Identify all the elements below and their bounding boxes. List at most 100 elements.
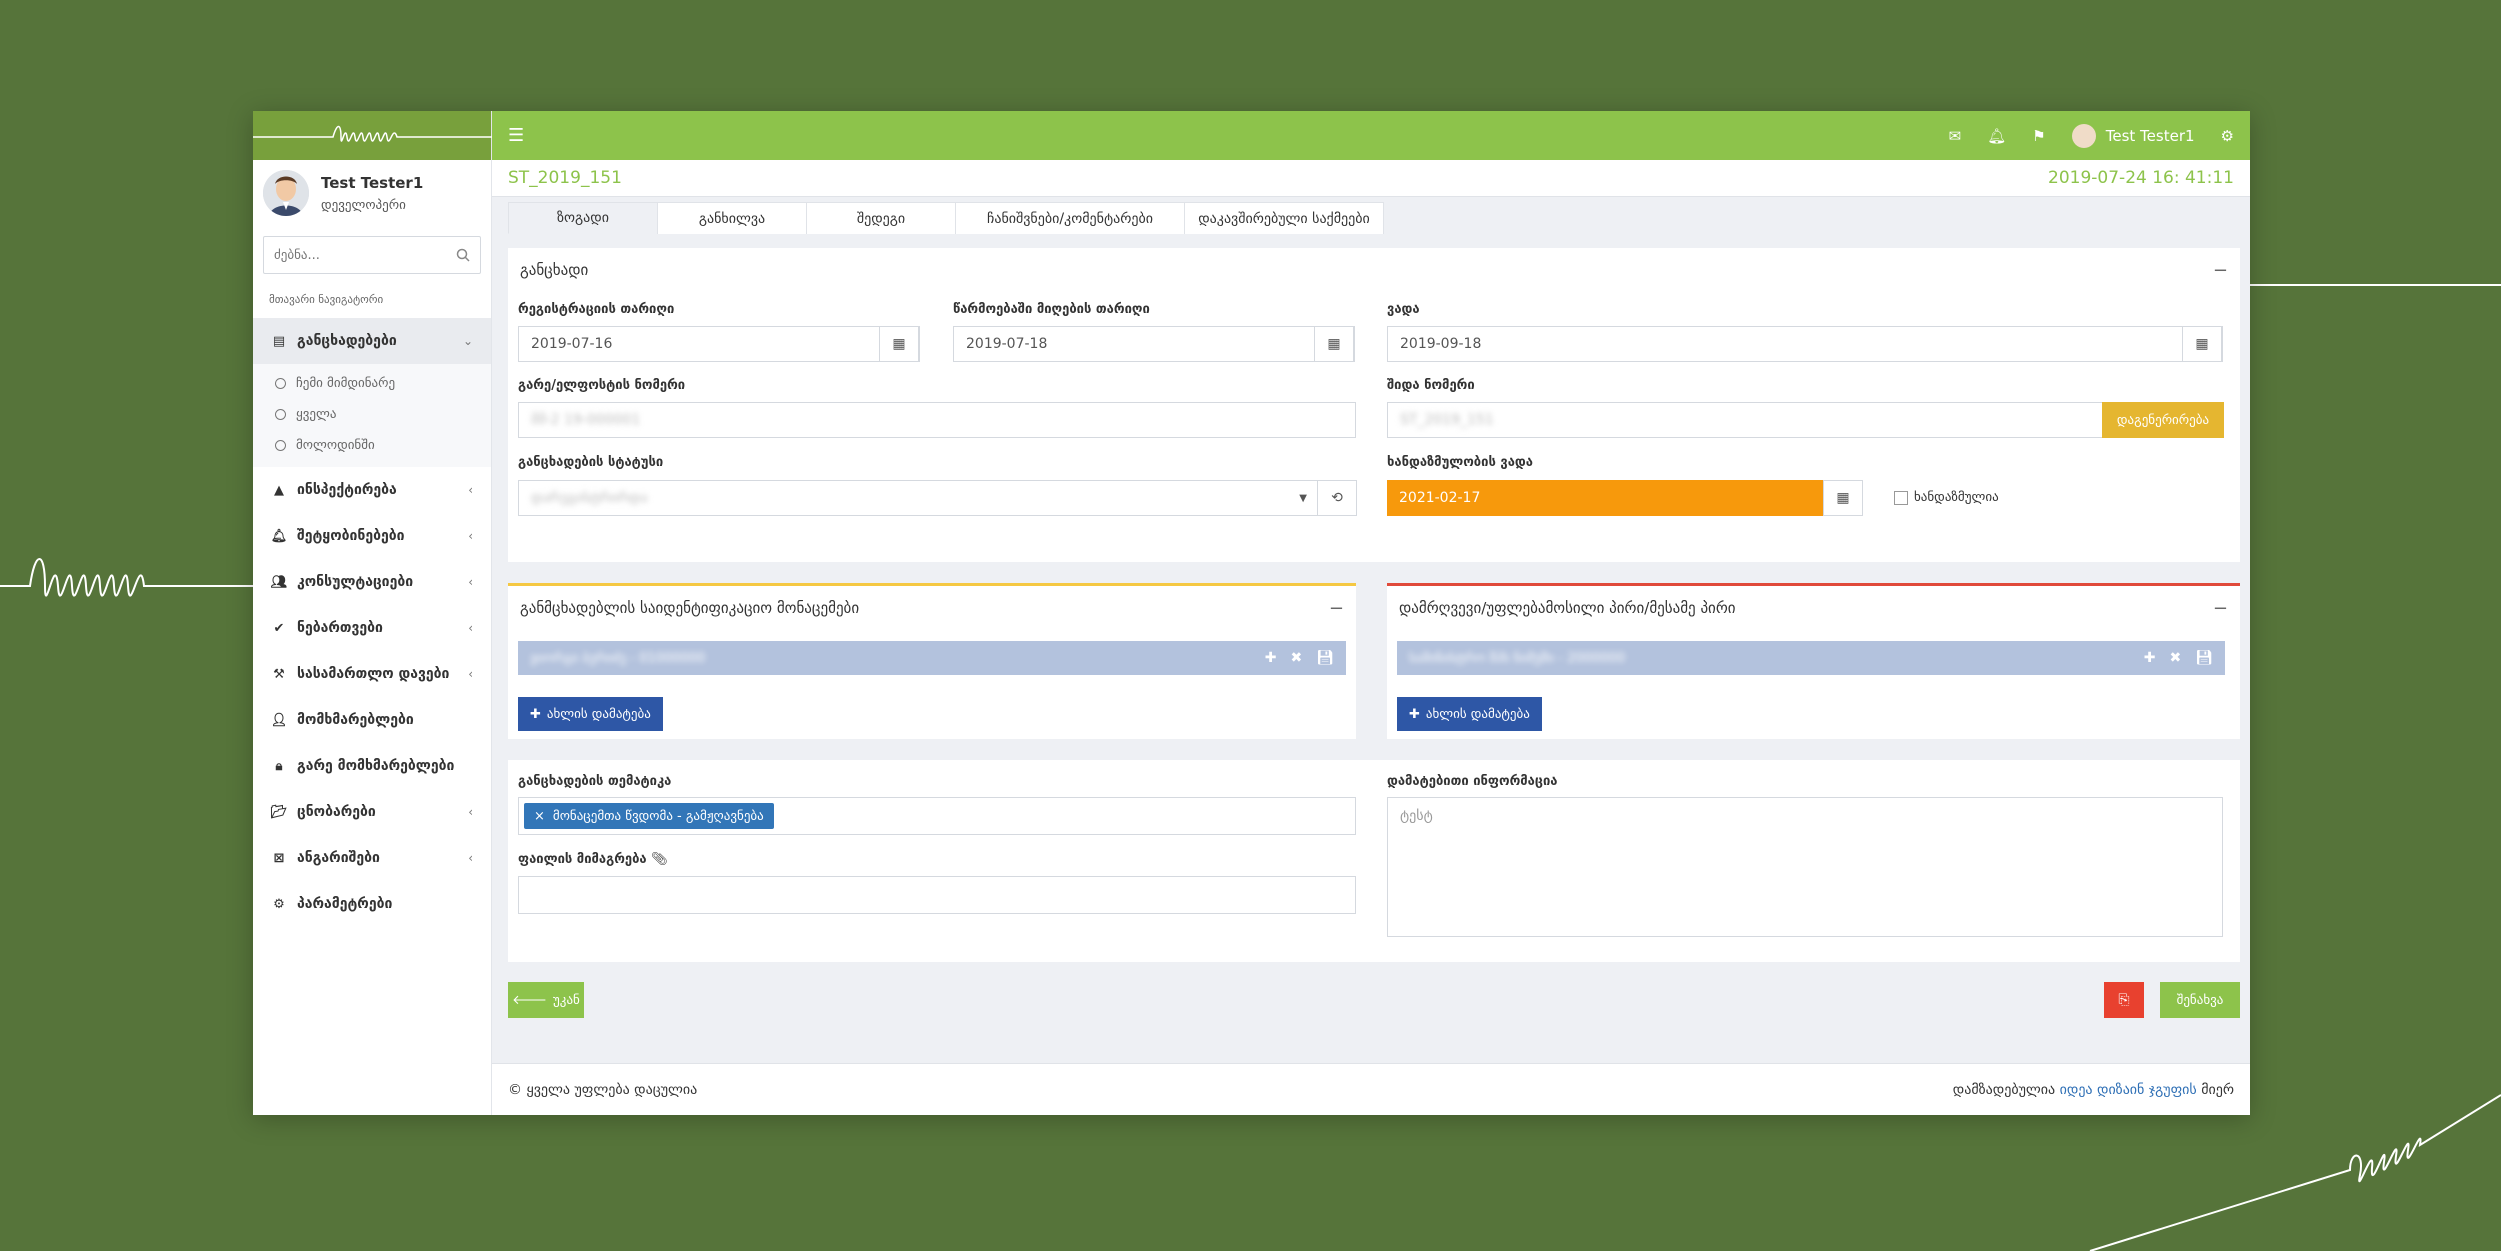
- share-icon[interactable]: ⚙: [2220, 126, 2234, 145]
- main-content: ST_2019_151 2019-07-24 16: 41:11 ზოგადი …: [492, 160, 2250, 1115]
- close-icon[interactable]: ✖: [1290, 650, 1303, 666]
- decorative-line-right: [2250, 284, 2501, 286]
- calendar-icon[interactable]: ▦: [1314, 326, 1354, 362]
- respondent-row[interactable]: სამინისტრო შპს ნიმუში - 2000000 ✚ ✖ 💾︎: [1397, 641, 2225, 675]
- panel-title: განმცხადებლის საიდენტიფიკაციო მონაცემები: [520, 599, 860, 617]
- respondent-panel: დამრღვევი/უფლებამოსილი პირი/მესამე პირი −…: [1387, 583, 2240, 739]
- save-icon[interactable]: 💾︎: [1316, 650, 1334, 666]
- sidebar-item-users[interactable]: 👤︎ მომხმარებლები: [270, 712, 414, 728]
- save-icon[interactable]: 💾︎: [2195, 650, 2213, 666]
- status-select[interactable]: დარეგისტრირდა ▼: [518, 480, 1318, 516]
- reg-date-label: რეგისტრაციის თარიღი: [518, 302, 675, 317]
- search-input[interactable]: [274, 247, 454, 263]
- applicant-row[interactable]: ვიორგი ბერიძე - 01000000 ✚ ✖ 💾︎: [518, 641, 1346, 675]
- sidebar-item-court-disputes[interactable]: ⚒ სასამართლო დავები ‹: [253, 651, 491, 697]
- collapse-icon[interactable]: −: [1328, 597, 1344, 619]
- sidebar-item-permissions[interactable]: ✔ ნებართვები ‹: [253, 605, 491, 651]
- credits-link[interactable]: იდეა დიზაინ ჯგუფის: [2059, 1081, 2197, 1098]
- tab-review[interactable]: განხილვა: [657, 202, 807, 234]
- gavel-icon: ⚒: [273, 666, 285, 682]
- reg-date-field[interactable]: 2019-07-16 ▦: [518, 326, 920, 362]
- calendar-icon[interactable]: ▦: [879, 326, 919, 362]
- user-menu[interactable]: Test Tester1: [2071, 123, 2195, 148]
- collapse-icon[interactable]: −: [2212, 597, 2228, 619]
- sidebar-item-notifications[interactable]: 🔔︎ შეტყობინებები ‹: [270, 528, 473, 544]
- topic-tag[interactable]: × მონაცემთა წვდომა - გამჟღავნება: [524, 803, 774, 829]
- reset-status-button[interactable]: ⟲: [1317, 480, 1357, 516]
- application-panel: განცხადი − რეგისტრაციის თარიღი 2019-07-16…: [508, 248, 2240, 562]
- remove-tag-icon[interactable]: ×: [534, 808, 545, 824]
- sidebar-item-applications[interactable]: ▤ განცხადებები ⌄: [253, 318, 491, 364]
- sidebar-subitem-pending[interactable]: მოლოდინში: [253, 430, 491, 461]
- proceed-date-label: წარმოებაში მიღების თარიღი: [953, 302, 1150, 317]
- user-profile[interactable]: Test Tester1 დეველოპერი: [253, 160, 491, 226]
- copyright-text: © ყველა უფლება დაცულია: [508, 1081, 698, 1098]
- limitation-checkbox[interactable]: ხანდაზმულია: [1894, 490, 1999, 505]
- tab-related-cases[interactable]: დაკავშირებული საქმეები: [1184, 202, 1384, 234]
- circle-icon: [275, 440, 286, 451]
- plus-icon[interactable]: ✚: [2143, 650, 2156, 666]
- applicant-panel: განმცხადებლის საიდენტიფიკაციო მონაცემები…: [508, 583, 1356, 739]
- avatar: [2071, 123, 2096, 148]
- sidebar: Test Tester1 დეველოპერი მთავარი ნავიგატო…: [253, 111, 492, 1115]
- sidebar-item-settings[interactable]: ⚙ პარამეტრები: [253, 881, 491, 927]
- panel-title: განცხადი: [520, 261, 589, 279]
- paperclip-icon: 📎︎: [651, 852, 668, 867]
- deadline-field[interactable]: 2019-09-18 ▦: [1387, 326, 2223, 362]
- sidebar-item-reports[interactable]: ⊠ ანგარიშები ‹: [253, 835, 491, 881]
- proceed-date-field[interactable]: 2019-07-18 ▦: [953, 326, 1355, 362]
- file-upload-field[interactable]: [518, 876, 1356, 914]
- ext-number-field[interactable]: მმ-2 19-000001: [518, 402, 1356, 438]
- bell-icon: 🔔︎: [270, 528, 288, 544]
- bell-icon[interactable]: 🔔︎: [1987, 126, 2007, 145]
- status-label: განცხადების სტატუსი: [518, 455, 664, 470]
- sidebar-item-directories[interactable]: 📂︎ ცნობარები ‹: [270, 804, 473, 820]
- sidebar-search[interactable]: [263, 236, 481, 274]
- collapse-icon[interactable]: −: [2212, 259, 2228, 281]
- calendar-icon[interactable]: ▦: [1823, 480, 1863, 516]
- credits: დამზადებულია იდეა დიზაინ ჯგუფის მიერ: [1952, 1081, 2234, 1098]
- table-icon: ▤: [272, 333, 286, 349]
- sidebar-item-inspection[interactable]: ▲ ინსპექტირება ‹: [253, 467, 491, 513]
- arrow-left-icon: 🡐: [512, 993, 548, 1008]
- close-icon[interactable]: ✖: [2169, 650, 2182, 666]
- chevron-left-icon: ‹: [468, 621, 473, 635]
- sidebar-item-external-users[interactable]: 🔒︎ გარე მომხმარებლები: [253, 743, 491, 789]
- profile-name: Test Tester1: [321, 173, 424, 192]
- warning-icon: ▲: [274, 482, 284, 498]
- file-label: ფაილის მიმაგრება 📎︎: [518, 852, 668, 867]
- tab-general[interactable]: ზოგადი: [508, 202, 658, 234]
- add-respondent-button[interactable]: ✚ ახლის დამატება: [1397, 697, 1542, 731]
- generate-button[interactable]: დაგენერირება: [2102, 402, 2224, 438]
- int-number-field[interactable]: ST_2019_151: [1387, 402, 2103, 438]
- save-button[interactable]: შენახვა: [2160, 982, 2240, 1018]
- file-excel-icon: ⊠: [273, 850, 285, 866]
- case-id: ST_2019_151: [508, 168, 622, 188]
- back-button[interactable]: 🡐 უკან: [508, 982, 584, 1018]
- pdf-button[interactable]: ⎘: [2104, 982, 2144, 1018]
- top-bar: ☰ ✉ 🔔︎ ⚑ Test Tester1 ⚙: [492, 111, 2250, 160]
- brand-logo[interactable]: [253, 111, 492, 160]
- deadline-label: ვადა: [1387, 302, 1420, 317]
- panel-title: დამრღვევი/უფლებამოსილი პირი/მესამე პირი: [1399, 599, 1736, 617]
- flag-icon[interactable]: ⚑: [2032, 126, 2046, 145]
- menu-toggle-icon[interactable]: ☰: [508, 125, 525, 146]
- user-name: Test Tester1: [2105, 126, 2195, 145]
- sidebar-subitem-my-current[interactable]: ჩემი მიმდინარე: [253, 368, 491, 399]
- add-applicant-button[interactable]: ✚ ახლის დამატება: [518, 697, 663, 731]
- limitation-date-field[interactable]: 2021-02-17 ▦: [1387, 480, 1863, 516]
- calendar-icon[interactable]: ▦: [2182, 326, 2222, 362]
- sidebar-subitem-all[interactable]: ყველა: [253, 399, 491, 430]
- user-icon: 👤︎: [270, 712, 288, 728]
- plus-icon: ✚: [530, 706, 541, 722]
- checkbox-icon[interactable]: [1894, 490, 1908, 505]
- search-icon[interactable]: [456, 248, 470, 262]
- tab-result[interactable]: შედეგი: [806, 202, 956, 234]
- envelope-icon[interactable]: ✉: [1948, 126, 1962, 145]
- info-textarea[interactable]: ტესტ: [1387, 797, 2223, 937]
- caret-down-icon: ▼: [1299, 492, 1307, 504]
- avatar: [263, 170, 309, 216]
- tab-notes-comments[interactable]: ჩანიშვნები/კომენტარები: [955, 202, 1185, 234]
- plus-icon[interactable]: ✚: [1264, 650, 1277, 666]
- sidebar-item-consultations[interactable]: 👥︎ კონსულტაციები ‹: [270, 574, 473, 590]
